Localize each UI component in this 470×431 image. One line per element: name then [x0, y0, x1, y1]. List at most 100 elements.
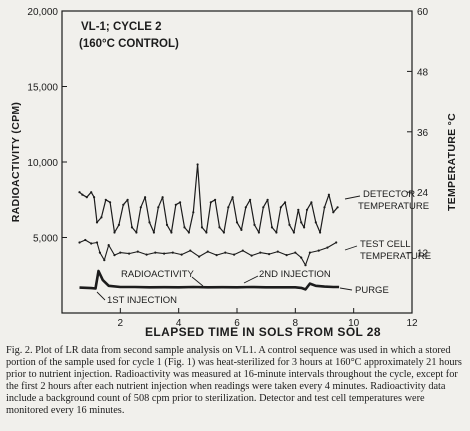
- test-cell-temperature-point: [259, 251, 262, 254]
- detector-temperature-point: [95, 221, 99, 224]
- test-cell-temperature-point: [90, 242, 93, 245]
- test-cell-temperature-point: [95, 241, 99, 244]
- detector-temperature-point: [179, 201, 182, 204]
- detector-temperature-point: [314, 221, 317, 224]
- x-tick-label: 2: [118, 318, 124, 329]
- detector-temperature-point: [275, 231, 278, 234]
- test-cell-temperature-point: [206, 250, 209, 253]
- detector-temperature-point: [157, 206, 160, 209]
- detector-temperature-point: [183, 226, 186, 229]
- detector-temperature-point: [104, 198, 107, 201]
- detector-temperature-point: [205, 231, 208, 234]
- detector-temperature-point: [148, 221, 151, 224]
- y2-tick-label: 60: [417, 7, 429, 18]
- detector-temperature-point: [122, 203, 125, 206]
- purge-label: PURGE: [355, 285, 389, 296]
- detector-temperature-series: [78, 163, 339, 234]
- detector-temperature-point: [305, 208, 309, 211]
- lr-data-chart: 2 4 6 8 10 125,00010,00015,00020,000122436486…: [10, 7, 458, 339]
- chart-title-line-2: (160°C CONTROL): [79, 38, 179, 50]
- detector-temperature-point: [126, 198, 129, 201]
- test-cell-temperature-point: [250, 254, 253, 257]
- detector-temperature-point: [332, 211, 335, 214]
- detector-temperature-point: [196, 163, 199, 166]
- test-cell-temperature-point: [78, 241, 81, 244]
- detector-temperature-point: [336, 206, 339, 209]
- y2-tick-label: 36: [417, 128, 429, 139]
- detector-temperature-point: [200, 226, 204, 229]
- test-cell-temp-leader: [344, 245, 358, 251]
- test-cell-temperature-point: [103, 259, 106, 262]
- detector-temperature-point: [235, 221, 239, 224]
- y2-tick-label: 48: [417, 67, 429, 78]
- chart-title-line-1: VL-1; CYCLE 2: [81, 21, 162, 33]
- detector-temperature-point: [227, 206, 230, 209]
- test-cell-temperature-point: [304, 264, 307, 267]
- detector-temperature-point: [187, 231, 190, 234]
- detector-temperature-point: [244, 206, 247, 209]
- detector-temperature-point: [81, 193, 84, 196]
- x-tick-label: 8: [293, 318, 299, 329]
- test-cell-temperature-point: [326, 246, 329, 249]
- axis-ticks: 2 4 6 8 10 125,00010,00015,00020,000122436486…: [27, 7, 428, 329]
- x-tick-label: 4: [176, 318, 182, 329]
- radioactivity-series: [79, 269, 340, 291]
- test-cell-temperature-point: [233, 253, 236, 256]
- detector-temperature-point: [161, 196, 164, 199]
- detector-temperature-point: [165, 223, 169, 226]
- detector-temperature-point: [262, 206, 265, 209]
- detector-temperature-point: [85, 196, 88, 199]
- x-tick-label: 12: [406, 318, 418, 329]
- detector-temperature-line: [79, 163, 339, 234]
- detector-temperature-point: [266, 198, 269, 201]
- detector-temperature-point: [109, 201, 112, 204]
- detector-temperature-point: [152, 231, 155, 234]
- test-cell-temperature-point: [171, 251, 174, 254]
- test-cell-temperature-point: [276, 250, 279, 253]
- detector-temperature-point: [323, 206, 326, 209]
- test-cell-temperature-point: [119, 251, 122, 254]
- detector-temperature-point: [270, 226, 274, 229]
- test-cell-temperature-point: [84, 238, 87, 242]
- detector-temperature-point: [292, 231, 295, 234]
- detector-temperature-point: [78, 191, 81, 194]
- detector-temperature-point: [130, 226, 134, 229]
- series-layer: [78, 163, 340, 291]
- test-cell-temperature-point: [224, 251, 227, 254]
- detector-temperature-point: [297, 208, 300, 211]
- test-cell-temperature-point: [198, 255, 201, 258]
- x-tick-label: 6: [234, 318, 240, 329]
- test-cell-temperature-point: [285, 254, 288, 257]
- y2-tick-label: 12: [417, 249, 429, 260]
- detector-temp-label-2: TEMPERATURE: [358, 201, 429, 212]
- purge-leader: [339, 287, 353, 291]
- detector-temperature-point: [279, 206, 282, 209]
- x-tick-label: 10: [348, 318, 360, 329]
- detector-temperature-point: [113, 231, 116, 234]
- plot-frame: [61, 10, 413, 314]
- y-axis-title: RADIOACTIVITY (CPM): [10, 102, 22, 222]
- y-tick-label: 20,000: [27, 7, 58, 18]
- y-tick-label: 10,000: [27, 158, 58, 169]
- radioactivity-line: [79, 269, 340, 291]
- detector-temperature-point: [288, 223, 291, 226]
- test-cell-temperature-point: [128, 252, 131, 255]
- detector-temperature-point: [170, 231, 173, 234]
- detector-temperature-point: [192, 211, 195, 214]
- test-cell-temperature-point: [308, 251, 311, 254]
- first-injection-leader: [96, 291, 106, 301]
- test-cell-temperature-series: [78, 238, 338, 267]
- detector-temperature-point: [222, 231, 225, 234]
- detector-temperature-point: [300, 221, 303, 224]
- figure-caption: Fig. 2. Plot of LR data from second samp…: [6, 345, 462, 416]
- detector-temperature-point: [174, 203, 177, 206]
- detector-temperature-point: [231, 196, 234, 199]
- detector-temp-leader: [344, 195, 361, 200]
- detector-temperature-point: [144, 196, 147, 199]
- detector-temperature-point: [117, 223, 120, 226]
- y2-axis-title: TEMPERATURE °C: [446, 113, 458, 211]
- y-tick-label: 15,000: [27, 83, 58, 94]
- test-cell-temperature-point: [145, 253, 148, 256]
- detector-temperature-point: [249, 198, 252, 201]
- detector-temperature-point: [214, 198, 217, 201]
